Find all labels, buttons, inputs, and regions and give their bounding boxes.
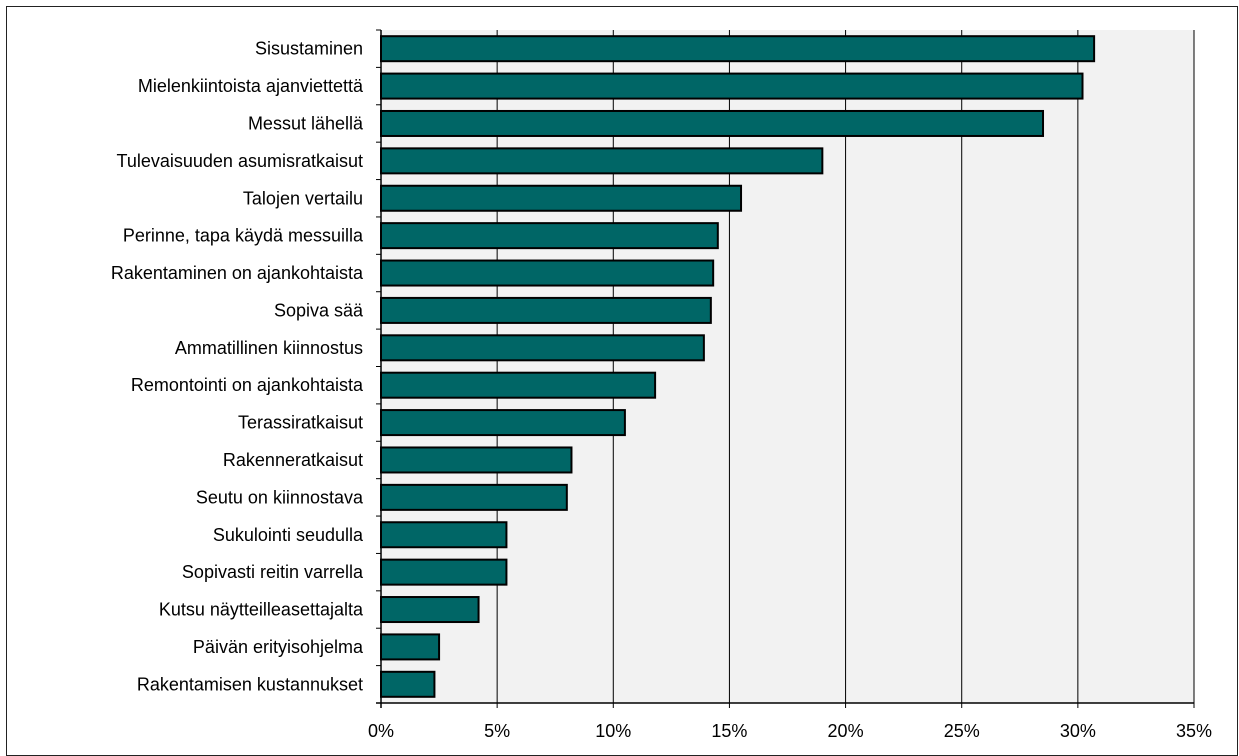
x-tick-label: 35% (1176, 721, 1212, 741)
x-tick-label: 10% (595, 721, 631, 741)
bar (380, 35, 1096, 63)
category-label: Sopiva sää (274, 300, 364, 320)
bar (380, 371, 657, 399)
category-label: Perinne, tapa käydä messuilla (123, 226, 364, 246)
x-tick-label: 20% (828, 721, 864, 741)
category-label: Sopivasti reitin varrella (182, 562, 364, 582)
category-label: Remontointi on ajankohtaista (131, 375, 364, 395)
category-label: Sisustaminen (255, 39, 363, 59)
bar (380, 446, 573, 474)
bar (380, 184, 743, 212)
bar (380, 147, 824, 175)
bar (380, 259, 715, 287)
x-tick-label: 30% (1060, 721, 1096, 741)
category-label: Kutsu näytteilleasettajalta (159, 600, 364, 620)
bar (380, 296, 712, 324)
category-label: Sukulointi seudulla (213, 525, 364, 545)
x-tick-label: 15% (711, 721, 747, 741)
category-label: Terassiratkaisut (238, 413, 363, 433)
bar (380, 521, 508, 549)
category-label: Seutu on kiinnostava (196, 487, 364, 507)
category-label: Rakentaminen on ajankohtaista (111, 263, 364, 283)
plot-area (381, 30, 1194, 703)
bar (380, 334, 705, 362)
bar (380, 670, 436, 698)
category-label: Rakenneratkaisut (223, 450, 363, 470)
bar (380, 483, 568, 511)
category-label: Messut lähellä (248, 113, 364, 133)
category-label: Mielenkiintoista ajanviettettä (138, 76, 364, 96)
category-label: Talojen vertailu (243, 188, 363, 208)
bar (380, 109, 1045, 137)
category-label: Päivän erityisohjelma (193, 637, 364, 657)
bar (380, 558, 508, 586)
category-label: Tulevaisuuden asumisratkaisut (117, 151, 363, 171)
x-tick-label: 25% (944, 721, 980, 741)
bar (380, 633, 441, 661)
bar (380, 222, 719, 250)
bar (380, 72, 1084, 100)
category-label: Ammatillinen kiinnostus (175, 338, 363, 358)
bar (380, 409, 626, 437)
x-tick-label: 5% (484, 721, 510, 741)
x-tick-label: 0% (368, 721, 394, 741)
bar (380, 596, 480, 624)
category-label: Rakentamisen kustannukset (137, 674, 363, 694)
